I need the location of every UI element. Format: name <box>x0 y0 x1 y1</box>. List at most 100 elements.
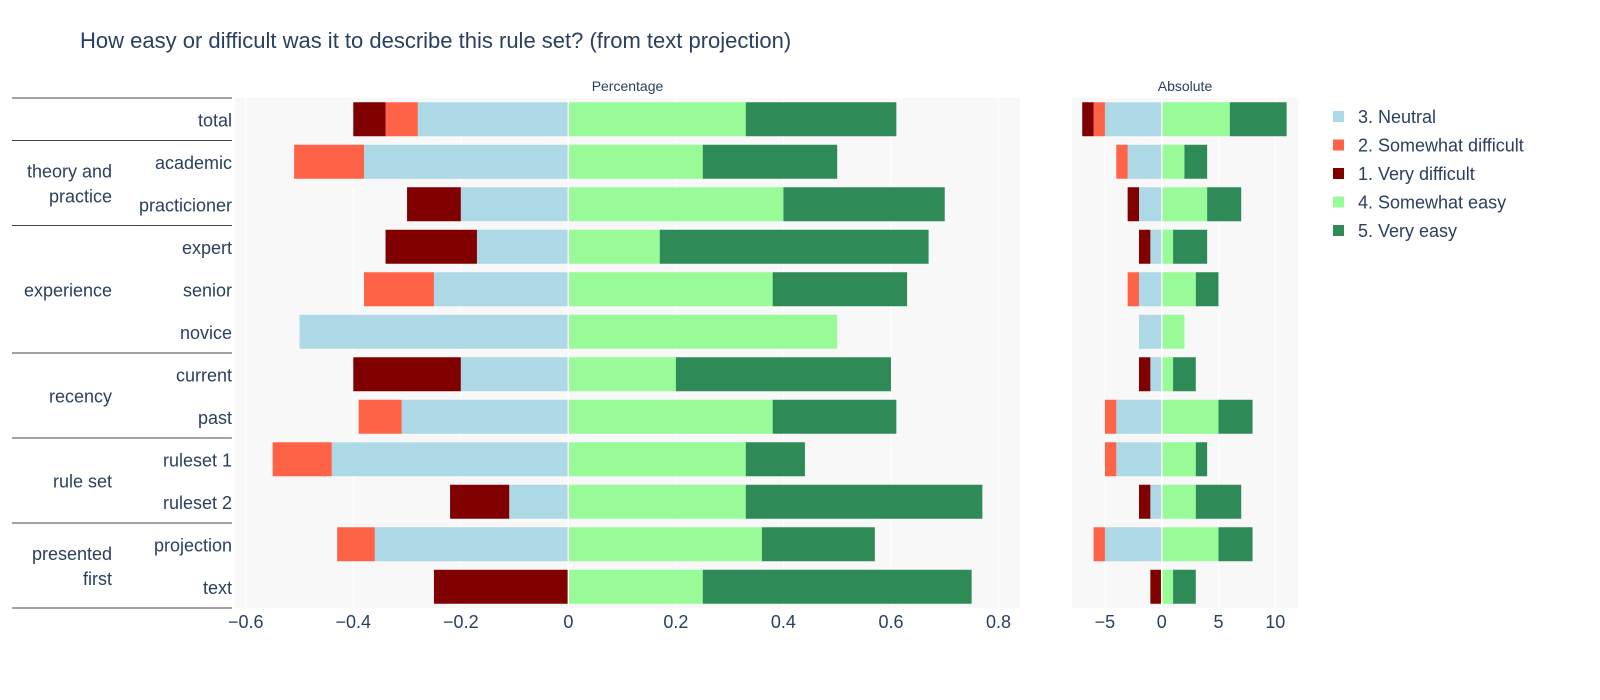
bar-absolute-past-4-somewhat-easy <box>1161 399 1219 434</box>
bar-absolute-practicioner-4-somewhat-easy <box>1161 187 1208 222</box>
bar-percentage-current-5-very-easy <box>675 357 891 392</box>
bar-absolute-practicioner-1-very-difficult <box>1127 187 1140 222</box>
bar-absolute-academic-4-somewhat-easy <box>1161 144 1185 179</box>
bar-absolute-total-1-very-difficult <box>1082 102 1094 137</box>
bar-absolute-expert-1-very-difficult <box>1139 229 1151 264</box>
absolute-tick-label: 10 <box>1265 612 1285 632</box>
legend-label-3-neutral: 3. Neutral <box>1358 107 1436 127</box>
bar-percentage-senior-4-somewhat-easy <box>568 272 773 307</box>
category-label-text: text <box>203 578 232 598</box>
bar-percentage-academic-5-very-easy <box>702 144 838 179</box>
legend-label-1-very-difficult: 1. Very difficult <box>1358 164 1475 184</box>
bar-absolute-novice-4-somewhat-easy <box>1161 314 1185 349</box>
bar-percentage-academic-4-somewhat-easy <box>568 144 703 179</box>
bar-percentage-ruleset-1-4-somewhat-easy <box>568 442 746 477</box>
percentage-panel-subtitle: Percentage <box>592 78 664 94</box>
bar-percentage-novice-4-somewhat-easy <box>568 314 838 349</box>
bar-percentage-novice-3-neutral <box>299 314 569 349</box>
bar-absolute-senior-3-neutral <box>1139 272 1162 307</box>
bar-absolute-total-4-somewhat-easy <box>1161 102 1230 137</box>
legend-swatch-2-somewhat-difficult <box>1333 139 1344 151</box>
category-label-senior: senior <box>183 280 232 300</box>
bar-absolute-novice-3-neutral <box>1139 314 1162 349</box>
bar-absolute-practicioner-5-very-easy <box>1207 187 1242 222</box>
category-label-ruleset-1: ruleset 1 <box>163 450 232 470</box>
bar-percentage-total-3-neutral <box>417 102 569 137</box>
bar-absolute-past-2-somewhat-difficult <box>1104 399 1117 434</box>
bar-percentage-academic-2-somewhat-difficult <box>294 144 365 179</box>
bar-percentage-text-4-somewhat-easy <box>568 569 703 604</box>
bar-absolute-projection-3-neutral <box>1104 527 1162 562</box>
legend-swatch-3-neutral <box>1333 111 1344 122</box>
bar-percentage-senior-2-somewhat-difficult <box>364 272 434 307</box>
bar-absolute-ruleset-2-4-somewhat-easy <box>1161 484 1196 519</box>
category-label-current: current <box>176 365 232 385</box>
legend-swatch-1-very-difficult <box>1333 168 1344 179</box>
absolute-tick-label: 0 <box>1157 612 1167 632</box>
bar-percentage-ruleset-2-4-somewhat-easy <box>568 484 746 519</box>
bar-percentage-practicioner-5-very-easy <box>783 187 945 222</box>
bar-percentage-practicioner-3-neutral <box>460 187 569 222</box>
bar-percentage-senior-5-very-easy <box>772 272 908 307</box>
bar-absolute-past-5-very-easy <box>1218 399 1253 434</box>
bar-absolute-academic-2-somewhat-difficult <box>1116 144 1128 179</box>
legend-label-5-very-easy: 5. Very easy <box>1358 221 1457 241</box>
category-label-novice: novice <box>180 323 232 343</box>
category-label-projection: projection <box>154 535 232 555</box>
legend-swatch-5-very-easy <box>1333 225 1344 236</box>
bar-absolute-text-1-very-difficult <box>1150 569 1162 604</box>
bar-percentage-projection-3-neutral <box>374 527 569 562</box>
absolute-tick-label: 5 <box>1213 612 1223 632</box>
bar-percentage-academic-3-neutral <box>364 144 569 179</box>
bar-percentage-total-1-very-difficult <box>353 102 386 137</box>
bar-absolute-ruleset-1-2-somewhat-difficult <box>1104 442 1117 477</box>
bar-percentage-total-2-somewhat-difficult <box>385 102 418 137</box>
bar-absolute-text-4-somewhat-easy <box>1161 569 1174 604</box>
bar-percentage-projection-5-very-easy <box>761 527 875 562</box>
bar-absolute-ruleset-2-5-very-easy <box>1195 484 1242 519</box>
bar-percentage-ruleset-2-3-neutral <box>509 484 569 519</box>
bar-absolute-academic-3-neutral <box>1127 144 1162 179</box>
bar-percentage-past-4-somewhat-easy <box>568 399 773 434</box>
bar-absolute-ruleset-1-5-very-easy <box>1195 442 1208 477</box>
percentage-tick-label: 0.2 <box>663 612 688 632</box>
bar-percentage-current-1-very-difficult <box>353 357 461 392</box>
bar-percentage-ruleset-1-2-somewhat-difficult <box>272 442 332 477</box>
absolute-tick-label: −5 <box>1095 612 1116 632</box>
bar-percentage-ruleset-1-5-very-easy <box>745 442 805 477</box>
bar-absolute-senior-5-very-easy <box>1195 272 1219 307</box>
bar-percentage-ruleset-2-1-very-difficult <box>450 484 510 519</box>
bar-absolute-projection-2-somewhat-difficult <box>1093 527 1105 562</box>
bar-absolute-expert-3-neutral <box>1150 229 1162 264</box>
percentage-tick-label: 0.8 <box>986 612 1011 632</box>
bar-percentage-current-3-neutral <box>460 357 569 392</box>
legend-label-4-somewhat-easy: 4. Somewhat easy <box>1358 193 1506 213</box>
percentage-tick-label: 0.4 <box>771 612 796 632</box>
bar-absolute-expert-5-very-easy <box>1173 229 1208 264</box>
bar-absolute-ruleset-2-1-very-difficult <box>1139 484 1151 519</box>
percentage-tick-label: −0.2 <box>443 612 479 632</box>
bar-absolute-practicioner-3-neutral <box>1139 187 1162 222</box>
chart-title: How easy or difficult was it to describe… <box>80 28 791 53</box>
bar-percentage-past-5-very-easy <box>772 399 897 434</box>
group-label-theory-and-practice: theory and practice <box>27 162 112 207</box>
bar-absolute-ruleset-1-3-neutral <box>1116 442 1162 477</box>
bar-percentage-total-5-very-easy <box>745 102 897 137</box>
legend-swatch-4-somewhat-easy <box>1333 196 1344 208</box>
category-label-expert: expert <box>182 238 232 258</box>
bar-absolute-current-4-somewhat-easy <box>1161 357 1174 392</box>
group-label-presented-first: presented first <box>32 544 112 589</box>
group-label-rule-set: rule set <box>53 472 112 492</box>
bar-percentage-ruleset-1-3-neutral <box>331 442 569 477</box>
legend-label-2-somewhat-difficult: 2. Somewhat difficult <box>1358 136 1524 156</box>
percentage-tick-label: −0.6 <box>228 612 264 632</box>
group-label-experience: experience <box>24 280 112 300</box>
bar-absolute-projection-5-very-easy <box>1218 527 1253 562</box>
bar-absolute-total-5-very-easy <box>1229 102 1287 137</box>
bar-percentage-expert-4-somewhat-easy <box>568 229 660 264</box>
bar-percentage-projection-2-somewhat-difficult <box>337 527 375 562</box>
category-label-practicioner: practicioner <box>139 195 232 215</box>
bar-percentage-past-3-neutral <box>401 399 569 434</box>
bar-absolute-senior-4-somewhat-easy <box>1161 272 1196 307</box>
